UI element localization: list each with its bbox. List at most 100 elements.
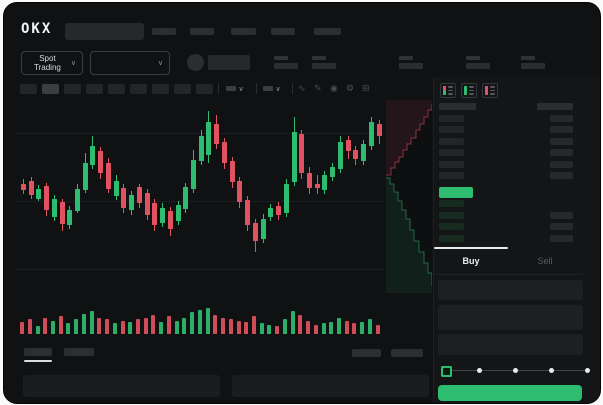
volume-bar	[213, 315, 218, 334]
price-input[interactable]	[438, 280, 583, 300]
candle	[214, 124, 220, 144]
volume-bar	[166, 316, 171, 334]
pair-name-placeholder	[208, 55, 250, 70]
depth-chart	[386, 100, 432, 293]
tab-sell[interactable]: Sell	[537, 256, 553, 266]
candle	[206, 122, 212, 156]
slider-stop-dot[interactable]	[548, 368, 554, 373]
volume-bar	[182, 317, 187, 334]
orderbook-size-bar	[550, 149, 573, 157]
depth-asks-area	[386, 100, 432, 175]
volume-bar	[282, 319, 287, 334]
nav-item-4[interactable]	[271, 28, 295, 35]
volume-bar	[43, 317, 48, 334]
nav-item-5[interactable]	[314, 28, 341, 35]
orderbook-price-bar	[439, 126, 464, 134]
bottom-action-2[interactable]	[391, 349, 423, 357]
total-input[interactable]	[438, 334, 583, 355]
buy-submit-button[interactable]	[438, 385, 582, 401]
timeframe-button-7[interactable]	[152, 84, 169, 94]
coin-avatar	[187, 54, 204, 71]
volume-bar	[244, 321, 249, 334]
volume-bar	[298, 315, 303, 334]
volume-bar	[151, 315, 156, 334]
candle	[376, 124, 382, 136]
settings-gear-icon[interactable]: ⚙	[346, 83, 355, 93]
depth-bids-line	[386, 177, 432, 286]
candle	[59, 201, 65, 225]
orderbook-price-bar	[439, 160, 464, 168]
volume-bar	[267, 324, 272, 334]
camera-icon[interactable]: ◉	[330, 83, 338, 93]
bottom-action-1[interactable]	[352, 349, 381, 357]
bottom-tab-history[interactable]	[64, 348, 94, 356]
nav-item-3[interactable]	[231, 28, 256, 35]
volume-bar	[159, 321, 164, 334]
draw-icon[interactable]: ✎	[314, 83, 322, 93]
orderbook-price-bar	[439, 149, 464, 157]
candle	[268, 207, 274, 218]
market-type-label: Spot Trading	[34, 54, 61, 72]
slider-stop-dot[interactable]	[584, 368, 590, 373]
candle	[237, 180, 243, 202]
last-price-badge	[439, 187, 473, 198]
candle-type-selector[interactable]: ∨	[226, 82, 244, 96]
volume-bar	[97, 317, 102, 334]
volume-bar	[321, 323, 326, 334]
slider-stop-dot[interactable]	[512, 368, 518, 373]
slider-handle[interactable]	[441, 366, 452, 377]
line-style-icon[interactable]: ∿	[298, 83, 306, 93]
chevron-down-icon: ∨	[70, 60, 76, 67]
orderbook-size-bar	[550, 115, 573, 122]
market-type-selector[interactable]: Spot Trading ∨	[21, 51, 83, 75]
slider-stop-dot[interactable]	[476, 368, 482, 373]
timeframe-button-4[interactable]	[86, 84, 103, 94]
indicator-selector[interactable]: ∨	[263, 82, 281, 96]
volume-bar	[81, 313, 86, 334]
orderbook-view-combined-icon[interactable]	[440, 83, 456, 98]
candle	[75, 189, 80, 211]
search-input[interactable]	[65, 23, 144, 40]
timeframe-button-8[interactable]	[174, 84, 191, 94]
nav-item-1[interactable]	[152, 28, 176, 35]
candle	[330, 167, 336, 177]
volume-bar	[27, 319, 32, 334]
orderbook-size-bar	[550, 211, 573, 219]
volume-bar	[128, 321, 133, 334]
amount-input[interactable]	[438, 305, 583, 330]
amount-percent-slider[interactable]	[441, 366, 590, 377]
okx-logo: OKX	[21, 21, 53, 37]
chevron-down-icon: ∨	[275, 86, 281, 93]
orderbook-view-bids-icon[interactable]	[461, 83, 477, 98]
orderbook-header-price	[439, 103, 476, 110]
tab-buy[interactable]: Buy	[434, 247, 508, 274]
orderbook-price-bar	[439, 200, 464, 207]
candle	[337, 141, 343, 169]
candle	[121, 188, 127, 208]
timeframe-button-2-active[interactable]	[42, 84, 59, 94]
nav-item-2[interactable]	[190, 28, 214, 35]
depth-bids-area	[386, 178, 432, 293]
timeframe-button-9[interactable]	[196, 84, 213, 94]
candle	[314, 184, 320, 189]
timeframe-button-6[interactable]	[130, 84, 147, 94]
candle	[361, 143, 366, 162]
timeframe-button-3[interactable]	[64, 84, 81, 94]
pair-selector[interactable]: ∨	[90, 51, 170, 75]
orderbook-view-asks-icon[interactable]	[482, 83, 498, 98]
volume-bar	[174, 320, 179, 334]
fullscreen-icon[interactable]: ⊞	[362, 83, 370, 93]
chevron-down-icon: ∨	[238, 86, 244, 93]
candle	[252, 223, 258, 241]
candlestick-chart[interactable]	[16, 100, 384, 296]
orderbook-price-bar	[439, 211, 464, 219]
bottom-tab-orders-active[interactable]	[24, 348, 52, 356]
timeframe-button-5[interactable]	[108, 84, 125, 94]
candle	[245, 199, 251, 226]
volume-bar	[205, 308, 210, 334]
volume-bar	[290, 311, 295, 334]
volume-bar	[112, 323, 117, 334]
timeframe-button-1[interactable]	[20, 84, 37, 94]
volume-bar	[197, 309, 202, 334]
candle	[152, 202, 158, 226]
